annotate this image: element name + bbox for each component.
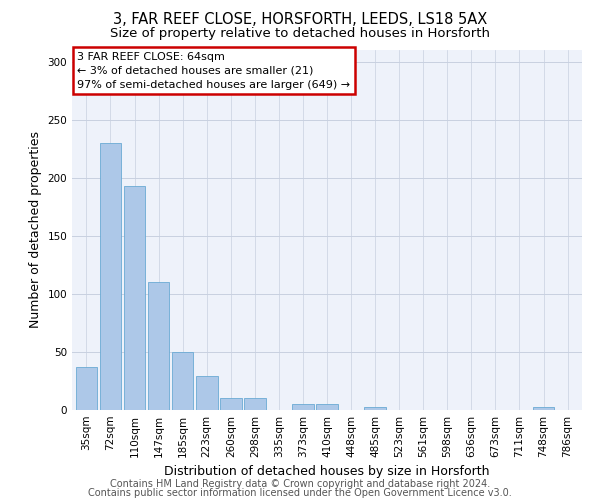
X-axis label: Distribution of detached houses by size in Horsforth: Distribution of detached houses by size … bbox=[164, 466, 490, 478]
Text: Contains public sector information licensed under the Open Government Licence v3: Contains public sector information licen… bbox=[88, 488, 512, 498]
Text: Contains HM Land Registry data © Crown copyright and database right 2024.: Contains HM Land Registry data © Crown c… bbox=[110, 479, 490, 489]
Bar bbox=[196, 376, 218, 410]
Bar bbox=[172, 352, 193, 410]
Text: 3, FAR REEF CLOSE, HORSFORTH, LEEDS, LS18 5AX: 3, FAR REEF CLOSE, HORSFORTH, LEEDS, LS1… bbox=[113, 12, 487, 28]
Bar bbox=[124, 186, 145, 410]
Y-axis label: Number of detached properties: Number of detached properties bbox=[29, 132, 42, 328]
Bar bbox=[533, 406, 554, 410]
Bar bbox=[76, 367, 97, 410]
Bar bbox=[220, 398, 242, 410]
Text: Size of property relative to detached houses in Horsforth: Size of property relative to detached ho… bbox=[110, 28, 490, 40]
Bar bbox=[100, 143, 121, 410]
Text: 3 FAR REEF CLOSE: 64sqm
← 3% of detached houses are smaller (21)
97% of semi-det: 3 FAR REEF CLOSE: 64sqm ← 3% of detached… bbox=[77, 52, 350, 90]
Bar bbox=[292, 404, 314, 410]
Bar bbox=[244, 398, 266, 410]
Bar bbox=[364, 406, 386, 410]
Bar bbox=[148, 282, 169, 410]
Bar bbox=[316, 404, 338, 410]
